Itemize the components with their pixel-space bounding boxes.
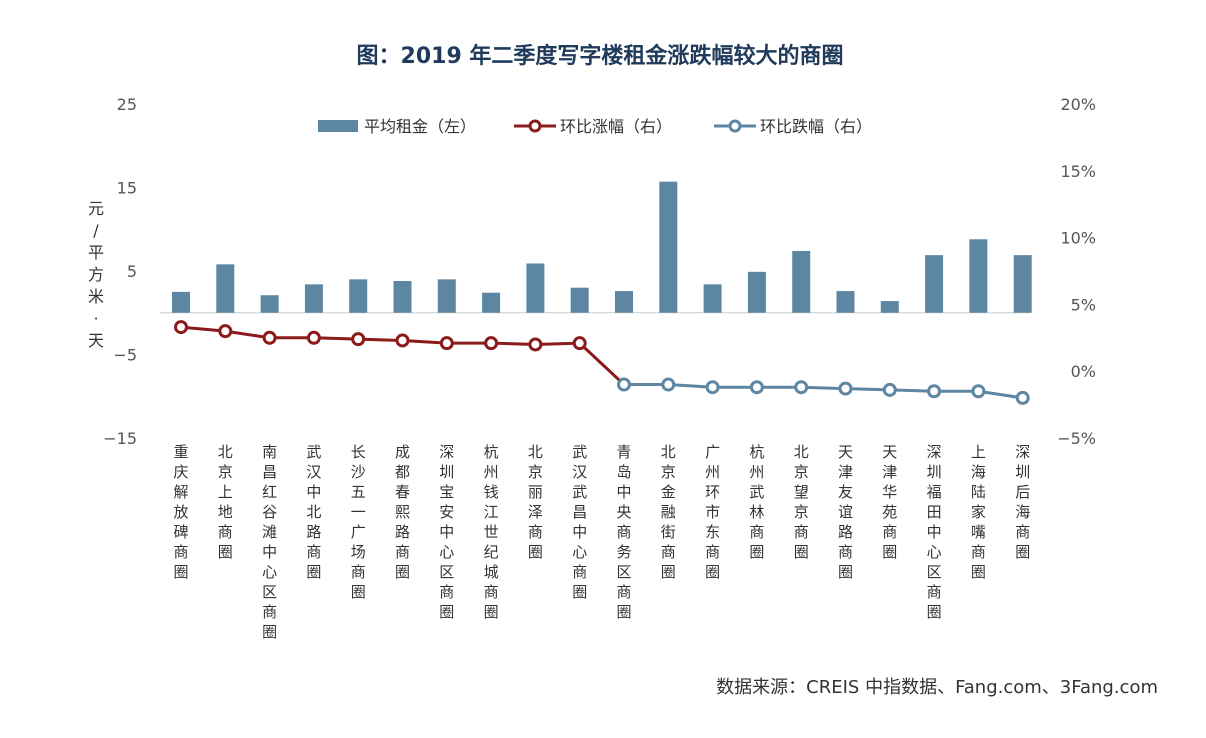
- bar: [969, 239, 988, 313]
- bar: [349, 279, 368, 313]
- legend-swatch-rise: [514, 119, 556, 133]
- y-left-label-char: 米: [88, 287, 104, 306]
- rise-point: [218, 324, 233, 339]
- rise-point: [484, 336, 499, 351]
- bar: [437, 279, 456, 313]
- y-right-tick: 10%: [1060, 229, 1096, 248]
- bar: [747, 271, 766, 313]
- rise-point: [351, 332, 366, 347]
- fall-point: [1015, 390, 1030, 405]
- category-label: 成都春熙路商圈: [395, 443, 410, 581]
- bar: [659, 181, 678, 313]
- fall-line: [624, 383, 1023, 400]
- y-left-tick: 15: [117, 179, 137, 198]
- category-label: 武汉武昌中心商圈: [572, 443, 587, 601]
- bar-series: [172, 181, 1032, 313]
- rise-point: [572, 336, 587, 351]
- y-left-label-char: 平: [88, 243, 104, 262]
- legend-label-rise: 环比涨幅（右）: [560, 117, 672, 136]
- fall-point: [794, 380, 809, 395]
- category-label: 武汉中北路商圈: [306, 443, 321, 581]
- bar: [260, 295, 279, 313]
- category-labels: 重庆解放碑商圈 北京上地商圈 南昌红谷滩中心区商圈 武汉中北路商圈 长沙五一广场商圈 成都…: [173, 443, 1030, 641]
- rise-point: [262, 330, 277, 345]
- y-right-ticks: 20% 15% 10% 5% 0% −5%: [1057, 95, 1096, 448]
- bar: [836, 291, 855, 313]
- category-label: 深圳后海商圈: [1015, 443, 1030, 561]
- category-label: 重庆解放碑商圈: [173, 443, 188, 581]
- bar: [925, 255, 944, 313]
- fall-point: [882, 382, 897, 397]
- y-left-tick: 5: [127, 262, 137, 281]
- legend: 平均租金（左） 环比涨幅（右） 环比跌幅（右）: [318, 117, 872, 136]
- rise-point: [395, 333, 410, 348]
- fall-point: [661, 377, 676, 392]
- fall-point: [617, 377, 631, 392]
- y-right-tick: 5%: [1071, 295, 1096, 314]
- rise-point: [306, 330, 321, 345]
- rise-point: [174, 320, 188, 335]
- bar: [304, 284, 323, 313]
- chart-title: 图：2019 年二季度写字楼租金涨跌幅较大的商圈: [357, 43, 844, 69]
- legend-label-fall: 环比跌幅（右）: [760, 117, 872, 136]
- category-label: 杭州钱江世纪城商圈: [484, 443, 499, 621]
- bar: [393, 281, 412, 313]
- legend-swatch-fall: [714, 119, 756, 133]
- category-label: 北京上地商圈: [218, 443, 233, 561]
- fall-point: [971, 384, 986, 399]
- fall-point: [705, 380, 720, 395]
- y-left-axis-label: 元 / 平方米 · 天: [88, 199, 104, 350]
- fall-point: [749, 380, 764, 395]
- bar: [792, 250, 811, 313]
- bar: [172, 291, 190, 313]
- rise-point: [528, 337, 543, 352]
- y-left-label-char: 元: [88, 199, 104, 218]
- category-label: 深圳宝安中心区商圈: [439, 443, 454, 621]
- data-source: 数据来源：CREIS 中指数据、Fang.com、3Fang.com: [716, 677, 1158, 698]
- y-left-label-char: ·: [93, 309, 98, 328]
- category-label: 北京金融街商圈: [661, 443, 676, 581]
- y-left-tick: −15: [103, 429, 137, 448]
- category-label: 南昌红谷滩中心区商圈: [262, 443, 277, 641]
- category-label: 北京望京商圈: [794, 443, 809, 561]
- bar: [1013, 255, 1032, 313]
- y-left-label-char: 天: [88, 331, 104, 350]
- y-left-label-char: /: [93, 221, 99, 240]
- y-right-tick: 0%: [1071, 362, 1096, 381]
- y-left-tick: −5: [113, 346, 137, 365]
- y-right-tick: 15%: [1060, 162, 1096, 181]
- bar: [703, 284, 722, 313]
- legend-label-bar: 平均租金（左）: [364, 117, 476, 136]
- y-right-tick: 20%: [1060, 95, 1096, 114]
- category-label: 天津友谊路商圈: [838, 443, 853, 581]
- line-series: [174, 320, 1030, 405]
- category-label: 杭州武林商圈: [749, 443, 764, 561]
- category-label: 广州环市东商圈: [705, 443, 720, 581]
- category-label: 天津华苑商圈: [882, 443, 897, 561]
- rise-point: [439, 336, 454, 351]
- bar: [526, 263, 545, 313]
- bar: [482, 292, 501, 313]
- legend-swatch-bar: [318, 120, 358, 132]
- bar: [216, 264, 235, 313]
- category-label: 长沙五一广场商圈: [351, 443, 366, 601]
- category-label: 青岛中央商务区商圈: [616, 443, 631, 621]
- y-right-tick: −5%: [1057, 429, 1096, 448]
- fall-point: [927, 384, 942, 399]
- y-left-tick: 25: [117, 95, 137, 114]
- category-label: 上海陆家嘴商圈: [971, 443, 986, 581]
- category-label: 北京丽泽商圈: [528, 443, 543, 561]
- y-left-label-char: 方: [88, 265, 104, 284]
- fall-point: [838, 381, 853, 396]
- bar: [615, 291, 633, 313]
- y-left-ticks: 25 15 5 −5 −15: [103, 95, 137, 448]
- category-label: 深圳福田中心区商圈: [927, 443, 942, 621]
- bar: [570, 287, 589, 313]
- bar: [880, 301, 899, 313]
